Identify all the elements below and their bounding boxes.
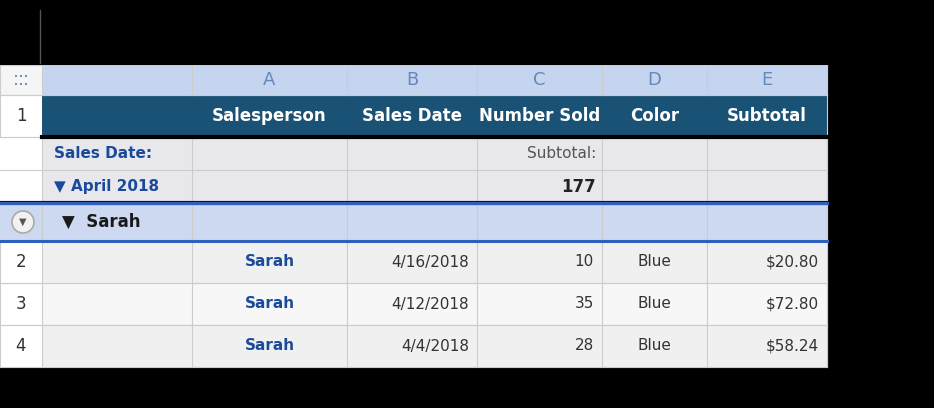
Bar (0, 283, 42, 325)
Bar (602, 241, 707, 283)
Bar (707, 241, 827, 283)
Text: Sarah: Sarah (245, 339, 294, 353)
Text: ▼  Sarah: ▼ Sarah (62, 213, 140, 231)
Bar (347, 65, 477, 95)
Text: 2: 2 (16, 253, 26, 271)
Text: $58.24: $58.24 (766, 339, 819, 353)
Text: Blue: Blue (638, 255, 672, 270)
Text: 4/4/2018: 4/4/2018 (401, 339, 469, 353)
Bar (192, 241, 347, 283)
Bar (477, 283, 602, 325)
Text: 3: 3 (16, 295, 26, 313)
Bar (347, 283, 477, 325)
Bar (0, 137, 42, 203)
Bar (192, 283, 347, 325)
Text: $72.80: $72.80 (766, 297, 819, 311)
Text: Subtotal:: Subtotal: (527, 146, 596, 161)
Text: 4/16/2018: 4/16/2018 (391, 255, 469, 270)
Bar (192, 65, 347, 95)
Text: Salesperson: Salesperson (212, 107, 327, 125)
Bar (477, 241, 602, 283)
Bar (42, 325, 192, 367)
Text: Sarah: Sarah (245, 255, 294, 270)
Circle shape (12, 211, 34, 233)
Text: 4/12/2018: 4/12/2018 (391, 297, 469, 311)
Text: 10: 10 (574, 255, 594, 270)
Bar (42, 283, 192, 325)
Text: ▼: ▼ (20, 217, 27, 227)
Text: 28: 28 (574, 339, 594, 353)
Text: $20.80: $20.80 (766, 255, 819, 270)
Text: Subtotal: Subtotal (727, 107, 807, 125)
Bar (602, 325, 707, 367)
Bar (477, 65, 602, 95)
Text: Number Sold: Number Sold (479, 107, 601, 125)
Bar (42, 137, 827, 203)
Bar (0, 0, 934, 65)
Bar (0, 65, 42, 95)
Bar (602, 283, 707, 325)
Bar (42, 241, 192, 283)
Bar (0, 241, 42, 283)
Bar (707, 283, 827, 325)
Text: Sales Date: Sales Date (362, 107, 462, 125)
Bar (602, 65, 707, 95)
Text: E: E (761, 71, 772, 89)
Text: ▼ April 2018: ▼ April 2018 (54, 179, 159, 194)
Text: 1: 1 (16, 107, 26, 125)
Text: 4: 4 (16, 337, 26, 355)
Text: B: B (406, 71, 418, 89)
Bar (477, 325, 602, 367)
Text: 177: 177 (561, 177, 596, 195)
Bar (347, 241, 477, 283)
Bar (347, 325, 477, 367)
Bar (0, 203, 827, 241)
Bar (192, 325, 347, 367)
Bar (0, 95, 42, 137)
Bar (707, 325, 827, 367)
Text: Blue: Blue (638, 297, 672, 311)
Bar (0, 325, 42, 367)
Text: Sarah: Sarah (245, 297, 294, 311)
Text: D: D (647, 71, 661, 89)
Bar (42, 65, 192, 95)
Bar (707, 65, 827, 95)
Text: Sales Date:: Sales Date: (54, 146, 152, 161)
Text: A: A (263, 71, 276, 89)
Text: Color: Color (630, 107, 679, 125)
Text: C: C (533, 71, 545, 89)
Text: 35: 35 (574, 297, 594, 311)
Text: Blue: Blue (638, 339, 672, 353)
Bar (42, 95, 827, 137)
